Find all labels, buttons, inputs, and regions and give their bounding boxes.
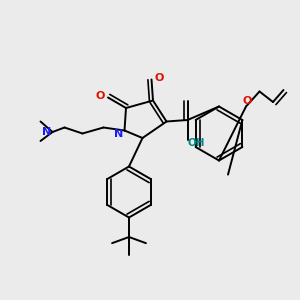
Text: N: N	[114, 128, 123, 139]
Text: N: N	[43, 127, 52, 137]
Text: O: O	[243, 96, 252, 106]
Text: O: O	[96, 91, 105, 101]
Text: O: O	[154, 73, 164, 83]
Text: OH: OH	[188, 137, 205, 148]
